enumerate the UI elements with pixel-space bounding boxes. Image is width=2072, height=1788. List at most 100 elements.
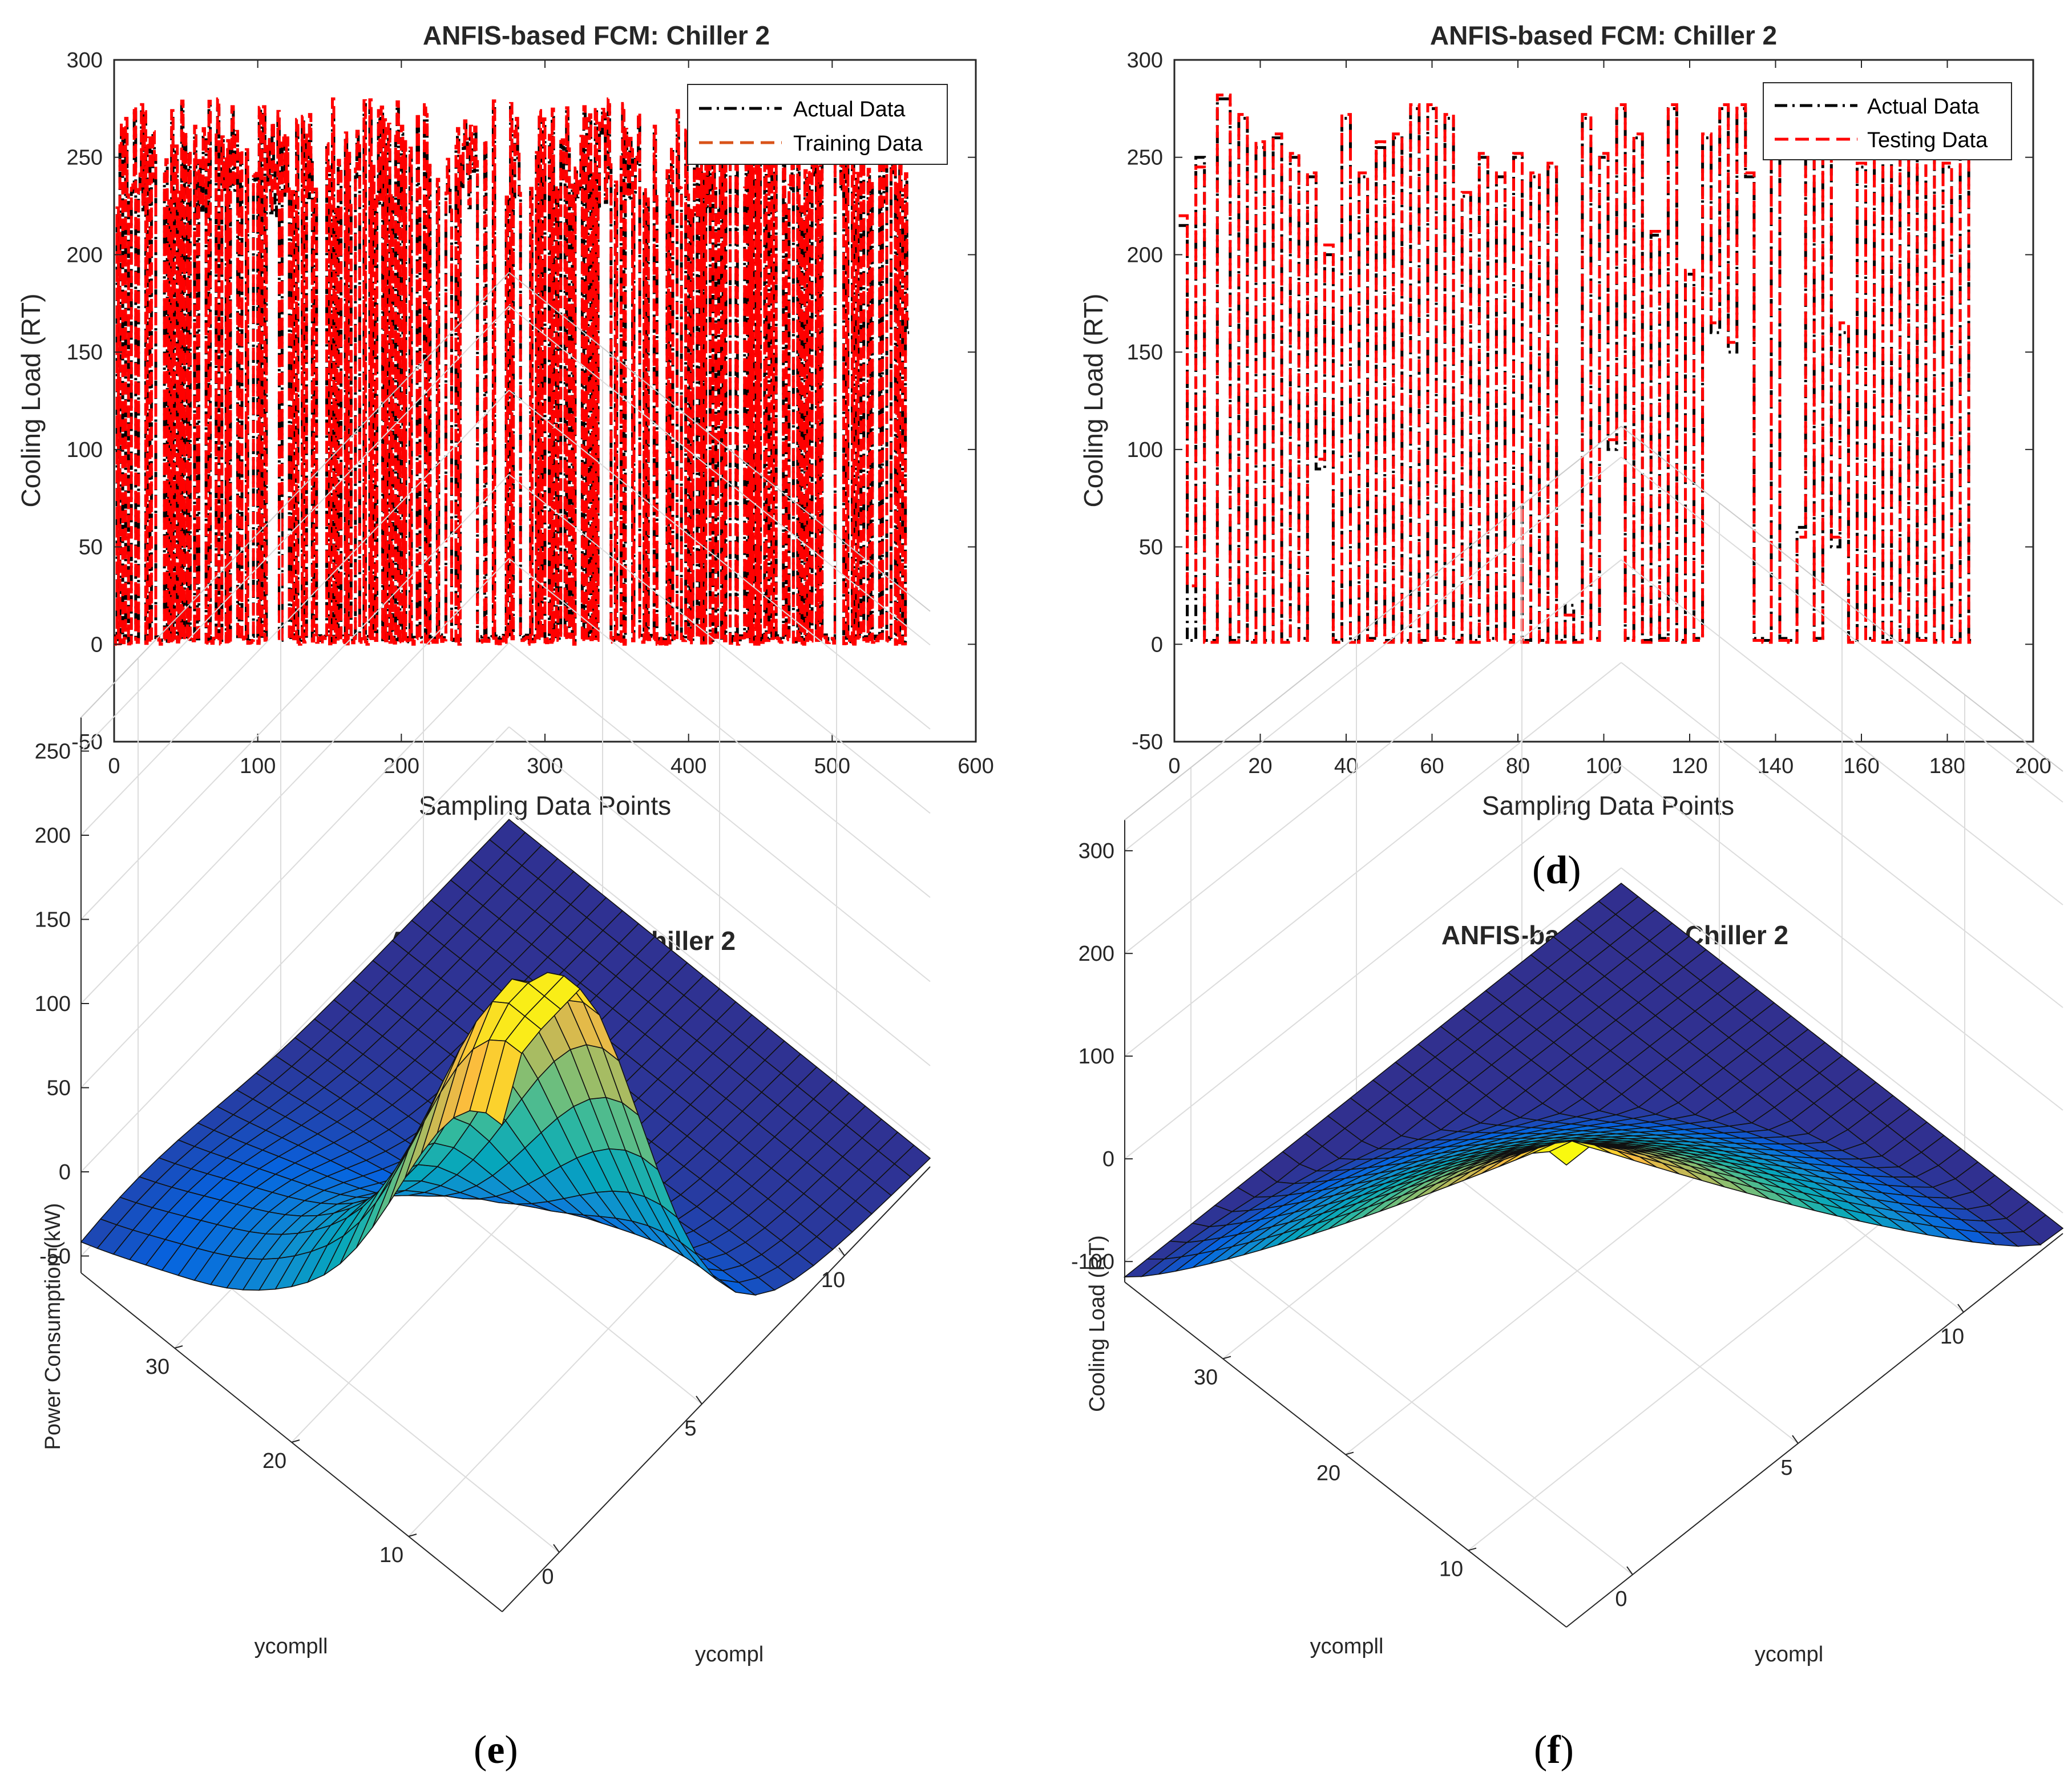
chart-d-xlabel: Sampling Data Points: [1482, 791, 1734, 820]
c-xtick-label: 400: [671, 754, 706, 778]
chart-c-legend-actual: Actual Data: [793, 98, 906, 122]
c-xtick-label: 200: [383, 754, 419, 778]
c-ytick-label: 150: [67, 341, 103, 365]
c-ytick-label: 0: [91, 633, 103, 657]
d-ytick-label: 0: [1151, 633, 1163, 657]
d-xtick-label: 120: [1671, 754, 1707, 778]
d-ytick-label: 100: [1127, 438, 1163, 462]
panel-label-d: (d): [1532, 848, 1581, 892]
chart-c: ANFIS-based FCM: Chiller 2 0 100 200 300 400…: [16, 21, 994, 892]
e-ztick-label: 0: [59, 1160, 71, 1184]
chart-d-series: [1178, 94, 1972, 644]
chart-e-surface: [80, 819, 931, 1296]
chart-f-surface: [1123, 883, 2064, 1278]
e-ytick-mark: [291, 1439, 300, 1443]
f-box-top-back: [1124, 426, 1622, 820]
e-zgrid-back: [80, 390, 510, 836]
e-xtick-label: 10: [821, 1268, 845, 1292]
d-series-predicted: [1178, 94, 1972, 644]
chart-e-zlabel: Power Consumption (kW): [41, 1203, 65, 1450]
chart-e-ticks: 0 5 10 10 20 30 -50 0 50 100 150 200 250: [35, 740, 846, 1589]
d-xtick-label: 140: [1758, 754, 1794, 778]
d-xtick-label: 100: [1586, 754, 1622, 778]
e-zgrid-back: [80, 305, 510, 752]
panel-label-f: (f): [1534, 1728, 1574, 1772]
f-xtick-mark: [1792, 1435, 1799, 1444]
e-xtick-label: 5: [684, 1417, 696, 1441]
d-ytick-label: 250: [1127, 146, 1163, 170]
e-ztick-label: 200: [35, 824, 71, 848]
d-ytick-label: 200: [1127, 243, 1163, 267]
c-ytick-label: 250: [67, 146, 103, 170]
f-ztick-label: -100: [1071, 1250, 1114, 1274]
chart-c-legend-box: [687, 84, 948, 165]
f-surface-patch: [1548, 1140, 1590, 1166]
c-ytick-label: 200: [67, 243, 103, 267]
f-box-top-side: [1621, 426, 2063, 772]
e-ytick-mark: [174, 1345, 183, 1349]
e-ytick-mark: [408, 1534, 417, 1537]
c-ytick-label: 50: [79, 536, 103, 560]
chart-e: ANFIS-based FCM: Chiller 2 0510102030-50…: [35, 272, 931, 1772]
chart-f-ticks: 0 5 10 10 20 30 -100 0 100 200 300: [1071, 839, 1964, 1611]
f-ytick-mark: [1222, 1356, 1231, 1360]
c-xtick-label: 600: [958, 754, 993, 778]
chart-e-xlabel: ycompl: [695, 1643, 764, 1666]
chart-f: ANFIS-based FCM: Chiller 2 0510102030-10…: [1071, 426, 2064, 1772]
chart-d-ticks: 0 20 40 60 80 100 120 140 160 180 200-500501001502…: [1127, 48, 2051, 778]
f-xtick-label: 10: [1940, 1325, 1964, 1349]
chart-d-ylabel: Cooling Load (RT): [1079, 293, 1108, 507]
chart-d: ANFIS-based FCM: Chiller 2 0 20 40 60 80 100 1…: [1079, 21, 2051, 892]
chart-c-legend: Actual Data Training Data: [687, 84, 948, 165]
e-zgrid-back: [80, 642, 510, 1089]
f-zgrid-back: [1124, 867, 1622, 1262]
d-series-actual: [1178, 97, 1972, 642]
d-ytick-label: 300: [1127, 48, 1163, 72]
e-zgrid-back: [80, 558, 510, 1004]
e-ztick-label: 50: [47, 1077, 71, 1101]
d-ytick-label: 50: [1139, 536, 1163, 560]
d-xtick-label: 20: [1248, 754, 1272, 778]
d-xtick-label: 0: [1168, 754, 1180, 778]
f-zgrid-back: [1124, 559, 1622, 954]
e-xtick-mark: [553, 1544, 560, 1553]
chart-c-legend-training: Training Data: [793, 132, 923, 156]
f-axis-x: [1566, 1233, 2063, 1628]
e-box-top-back: [80, 272, 510, 718]
e-zgrid-back: [80, 474, 510, 920]
chart-f-ylabel: ycompll: [1310, 1635, 1384, 1658]
chart-d-title: ANFIS-based FCM: Chiller 2: [1430, 21, 1777, 50]
e-ztick-label: 250: [35, 740, 71, 764]
chart-e-ylabel: ycompll: [255, 1635, 328, 1658]
e-zgrid-back: [80, 726, 510, 1172]
f-ytick-label: 20: [1316, 1462, 1340, 1486]
c-xtick-label: 500: [814, 754, 850, 778]
chart-d-legend: Actual Data Testing Data: [1763, 82, 2012, 160]
c-xtick-label: 100: [240, 754, 276, 778]
c-xtick-label: 0: [108, 754, 120, 778]
d-xtick-label: 60: [1420, 754, 1444, 778]
c-ytick-label: 100: [67, 438, 103, 462]
d-xtick-label: 80: [1506, 754, 1530, 778]
e-box-top-side: [508, 272, 931, 612]
f-xtick-mark: [1626, 1566, 1633, 1575]
d-xtick-label: 180: [1929, 754, 1965, 778]
f-ztick-label: 300: [1079, 839, 1114, 863]
e-ytick-label: 10: [379, 1543, 403, 1567]
chart-c-series: [114, 97, 910, 646]
chart-c-xlabel: Sampling Data Points: [419, 791, 671, 820]
chart-f-zlabel: Cooling Load (RT): [1085, 1235, 1109, 1412]
f-ytick-label: 10: [1439, 1558, 1463, 1581]
e-ytick-label: 30: [146, 1355, 169, 1379]
chart-f-xlabel: ycompl: [1755, 1643, 1823, 1666]
f-ztick-label: 0: [1102, 1147, 1114, 1171]
e-ztick-label: 150: [35, 908, 71, 932]
f-ytick-mark: [1345, 1451, 1354, 1455]
chart-d-legend-actual: Actual Data: [1867, 95, 1980, 119]
e-xtick-mark: [838, 1247, 845, 1256]
f-ztick-label: 100: [1079, 1045, 1114, 1069]
e-ztick-label: 100: [35, 992, 71, 1016]
f-ztick-label: 200: [1079, 942, 1114, 966]
e-ytick-label: 20: [262, 1449, 286, 1473]
